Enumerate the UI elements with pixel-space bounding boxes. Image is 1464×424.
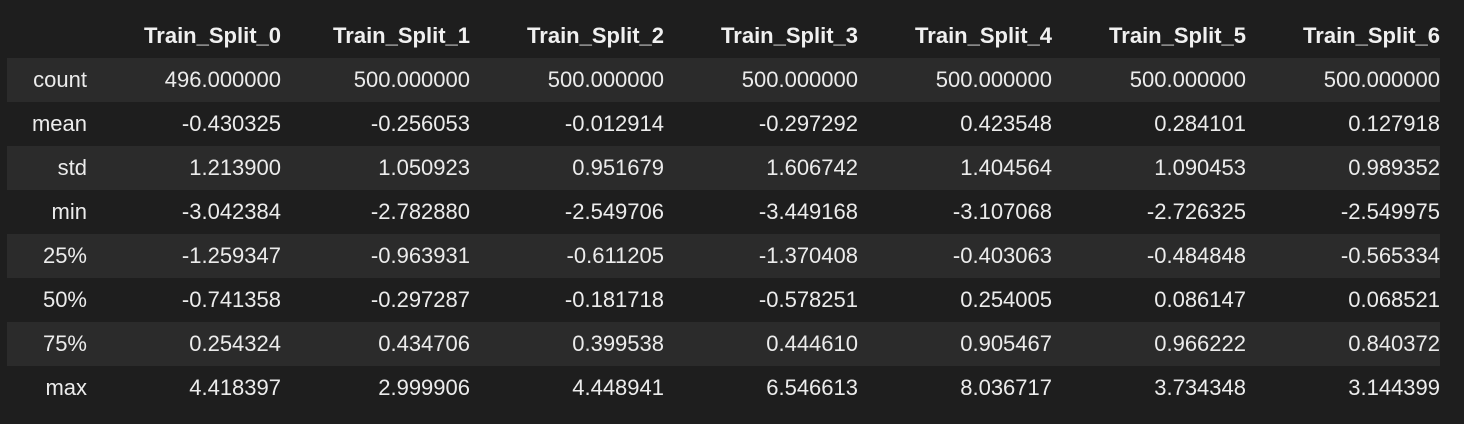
table-row: max 4.418397 2.999906 4.448941 6.546613 … xyxy=(7,366,1440,410)
table-cell: 6.546613 xyxy=(664,366,858,410)
table-cell: 500.000000 xyxy=(858,58,1052,102)
table-cell: -0.012914 xyxy=(470,102,664,146)
column-header: Train_Split_2 xyxy=(470,14,664,58)
column-header-label: Train_Split_1 xyxy=(333,23,470,48)
table-cell: 0.989352 xyxy=(1246,146,1440,190)
table-row: count 496.000000 500.000000 500.000000 5… xyxy=(7,58,1440,102)
table-body: count 496.000000 500.000000 500.000000 5… xyxy=(7,58,1440,410)
table-row: 75% 0.254324 0.434706 0.399538 0.444610 … xyxy=(7,322,1440,366)
row-index: min xyxy=(7,190,87,234)
table-cell: -0.578251 xyxy=(664,278,858,322)
table-cell: -0.741358 xyxy=(87,278,281,322)
table-cell: 8.036717 xyxy=(858,366,1052,410)
table-cell: 4.418397 xyxy=(87,366,281,410)
table-cell: -0.565334 xyxy=(1246,234,1440,278)
table-cell: 0.905467 xyxy=(858,322,1052,366)
row-index: max xyxy=(7,366,87,410)
table-cell: -0.963931 xyxy=(281,234,470,278)
table-cell: 500.000000 xyxy=(1246,58,1440,102)
table-cell: 0.444610 xyxy=(664,322,858,366)
table-cell: 1.050923 xyxy=(281,146,470,190)
table-cell: 0.254324 xyxy=(87,322,281,366)
table-cell: 0.086147 xyxy=(1052,278,1246,322)
column-header: Train_Split_5 xyxy=(1052,14,1246,58)
row-index: mean xyxy=(7,102,87,146)
table-cell: 0.423548 xyxy=(858,102,1052,146)
table-cell: 500.000000 xyxy=(664,58,858,102)
table-cell: 1.606742 xyxy=(664,146,858,190)
table-cell: 500.000000 xyxy=(470,58,664,102)
table-cell: 0.127918 xyxy=(1246,102,1440,146)
table-cell: -0.297287 xyxy=(281,278,470,322)
row-index: count xyxy=(7,58,87,102)
index-header xyxy=(7,14,87,58)
column-header: Train_Split_0 xyxy=(87,14,281,58)
column-header-label: Train_Split_3 xyxy=(721,23,858,48)
table-cell: -1.370408 xyxy=(664,234,858,278)
row-index: 75% xyxy=(7,322,87,366)
table-cell: 0.951679 xyxy=(470,146,664,190)
table-row: min -3.042384 -2.782880 -2.549706 -3.449… xyxy=(7,190,1440,234)
column-header-label: Train_Split_2 xyxy=(527,23,664,48)
table-header: Train_Split_0 Train_Split_1 Train_Split_… xyxy=(7,14,1440,58)
column-header: Train_Split_1 xyxy=(281,14,470,58)
table-cell: -0.181718 xyxy=(470,278,664,322)
table-cell: 0.254005 xyxy=(858,278,1052,322)
table-cell: 0.068521 xyxy=(1246,278,1440,322)
table-cell: 2.999906 xyxy=(281,366,470,410)
table-cell: 4.448941 xyxy=(470,366,664,410)
table-cell: -3.449168 xyxy=(664,190,858,234)
row-index: 50% xyxy=(7,278,87,322)
table-cell: -0.256053 xyxy=(281,102,470,146)
table-cell: -3.107068 xyxy=(858,190,1052,234)
table-row: std 1.213900 1.050923 0.951679 1.606742 … xyxy=(7,146,1440,190)
table-cell: 500.000000 xyxy=(1052,58,1246,102)
table-cell: -0.403063 xyxy=(858,234,1052,278)
table-cell: -2.782880 xyxy=(281,190,470,234)
table-cell: -1.259347 xyxy=(87,234,281,278)
table-cell: 0.284101 xyxy=(1052,102,1246,146)
table-cell: 0.434706 xyxy=(281,322,470,366)
column-header-label: Train_Split_0 xyxy=(144,23,281,48)
header-row: Train_Split_0 Train_Split_1 Train_Split_… xyxy=(7,14,1440,58)
table-cell: -2.549706 xyxy=(470,190,664,234)
table-cell: 496.000000 xyxy=(87,58,281,102)
column-header: Train_Split_3 xyxy=(664,14,858,58)
table-cell: -0.484848 xyxy=(1052,234,1246,278)
row-index: 25% xyxy=(7,234,87,278)
column-header-label: Train_Split_6 xyxy=(1303,23,1440,48)
table-cell: -2.549975 xyxy=(1246,190,1440,234)
table-cell: 0.966222 xyxy=(1052,322,1246,366)
table-cell: 1.404564 xyxy=(858,146,1052,190)
column-header: Train_Split_4 xyxy=(858,14,1052,58)
table-cell: 0.399538 xyxy=(470,322,664,366)
describe-table: Train_Split_0 Train_Split_1 Train_Split_… xyxy=(7,14,1440,410)
table-row: mean -0.430325 -0.256053 -0.012914 -0.29… xyxy=(7,102,1440,146)
table-cell: 3.734348 xyxy=(1052,366,1246,410)
row-index: std xyxy=(7,146,87,190)
table-cell: 500.000000 xyxy=(281,58,470,102)
table-row: 25% -1.259347 -0.963931 -0.611205 -1.370… xyxy=(7,234,1440,278)
column-header-label: Train_Split_5 xyxy=(1109,23,1246,48)
table-cell: 0.840372 xyxy=(1246,322,1440,366)
table-cell: -3.042384 xyxy=(87,190,281,234)
table-cell: -0.430325 xyxy=(87,102,281,146)
table-row: 50% -0.741358 -0.297287 -0.181718 -0.578… xyxy=(7,278,1440,322)
table-cell: 1.213900 xyxy=(87,146,281,190)
table-cell: -0.611205 xyxy=(470,234,664,278)
table-cell: 3.144399 xyxy=(1246,366,1440,410)
column-header: Train_Split_6 xyxy=(1246,14,1440,58)
column-header-label: Train_Split_4 xyxy=(915,23,1052,48)
table-cell: -2.726325 xyxy=(1052,190,1246,234)
table-cell: -0.297292 xyxy=(664,102,858,146)
table-cell: 1.090453 xyxy=(1052,146,1246,190)
